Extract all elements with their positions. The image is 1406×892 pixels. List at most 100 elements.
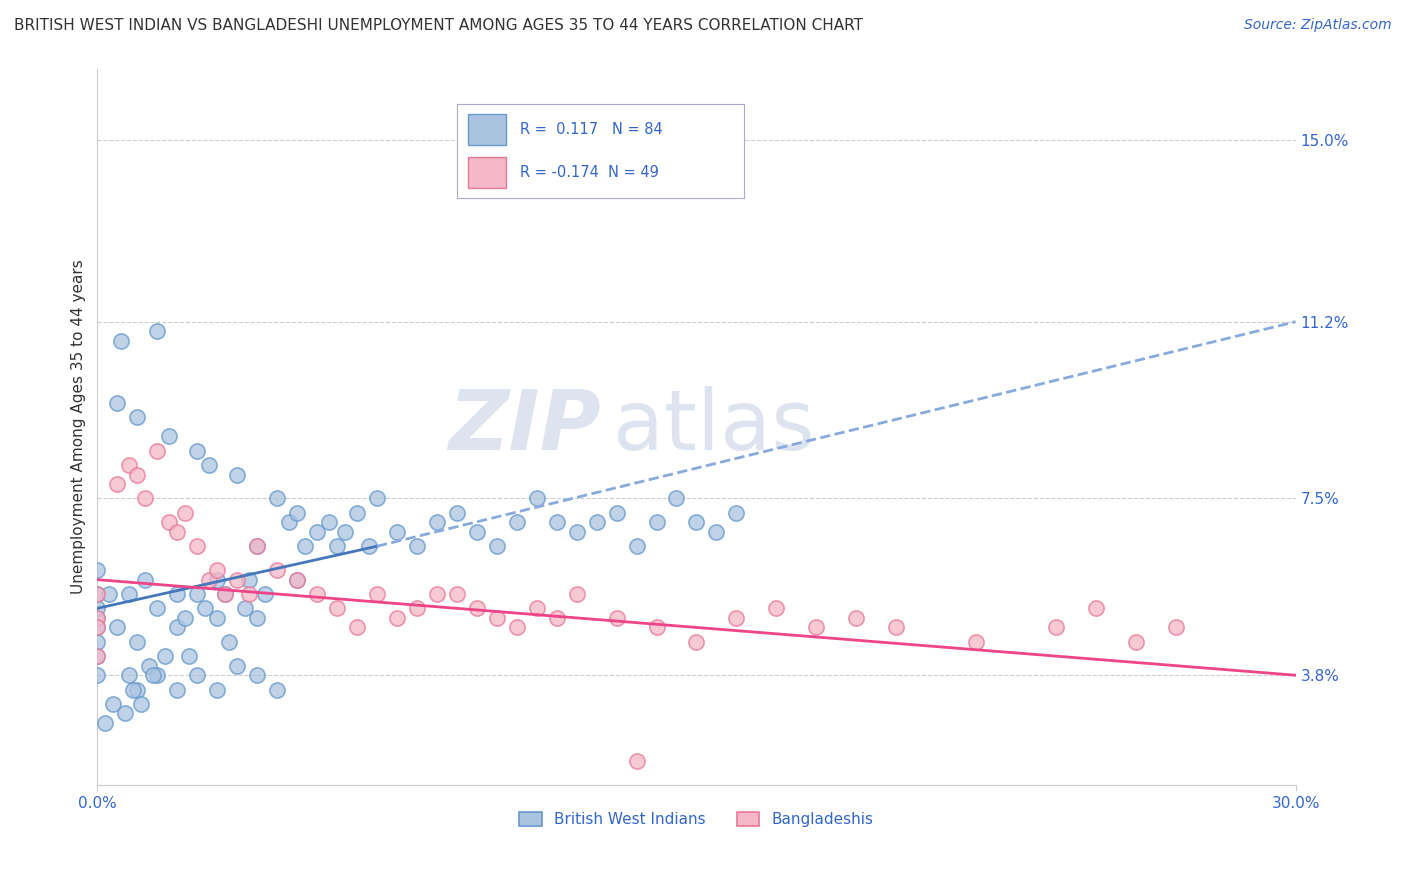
Point (845, 611, 868, 625)
Point (506, 516, 529, 530)
Point (346, 620, 368, 634)
Y-axis label: Unemployment Among Ages 35 to 44 years: Unemployment Among Ages 35 to 44 years (72, 260, 86, 594)
Point (685, 516, 707, 530)
Point (806, 620, 828, 634)
Text: Source: ZipAtlas.com: Source: ZipAtlas.com (1244, 18, 1392, 32)
Point (118, 587, 141, 601)
Point (194, 601, 217, 615)
Point (226, 573, 249, 587)
Point (565, 587, 588, 601)
Point (526, 491, 548, 506)
Point (965, 634, 987, 648)
Point (86, 634, 108, 648)
Point (86, 587, 108, 601)
Point (127, 410, 149, 425)
Point (266, 563, 288, 577)
Point (214, 587, 236, 601)
Point (266, 682, 288, 697)
Point (146, 324, 169, 338)
Point (305, 587, 328, 601)
Point (426, 587, 449, 601)
Point (366, 587, 388, 601)
Point (226, 467, 249, 482)
Point (134, 573, 156, 587)
Point (645, 516, 668, 530)
Point (565, 524, 588, 539)
Point (266, 491, 288, 506)
Point (146, 443, 169, 458)
Point (105, 477, 128, 491)
Point (138, 658, 160, 673)
Point (86, 620, 108, 634)
Point (506, 620, 529, 634)
Text: BRITISH WEST INDIAN VS BANGLADESHI UNEMPLOYMENT AMONG AGES 35 TO 44 YEARS CORREL: BRITISH WEST INDIAN VS BANGLADESHI UNEMP… (14, 18, 863, 33)
Point (86, 563, 108, 577)
Point (157, 429, 180, 443)
Point (626, 539, 648, 553)
Point (127, 467, 149, 482)
Point (134, 491, 156, 506)
Point (1045, 620, 1067, 634)
Point (146, 668, 169, 682)
Point (233, 601, 256, 615)
Point (294, 539, 316, 553)
Point (238, 587, 260, 601)
Point (725, 611, 748, 625)
Point (1084, 601, 1107, 615)
Point (166, 682, 188, 697)
Point (645, 620, 668, 634)
Point (285, 573, 308, 587)
Point (318, 516, 340, 530)
Point (105, 620, 128, 634)
Legend: British West Indians, Bangladeshis: British West Indians, Bangladeshis (512, 805, 882, 835)
Point (94, 716, 117, 731)
Point (406, 539, 429, 553)
Point (186, 668, 208, 682)
Point (127, 682, 149, 697)
Point (205, 563, 228, 577)
Point (142, 668, 165, 682)
Point (285, 573, 308, 587)
Point (246, 611, 269, 625)
Point (485, 539, 508, 553)
Point (385, 611, 408, 625)
Point (357, 539, 380, 553)
Point (285, 506, 308, 520)
Point (174, 611, 197, 625)
Point (326, 601, 349, 615)
Point (426, 516, 449, 530)
Point (254, 587, 277, 601)
Point (606, 506, 628, 520)
Point (385, 524, 408, 539)
Point (305, 524, 328, 539)
Point (186, 587, 208, 601)
Point (174, 506, 197, 520)
Point (122, 682, 145, 697)
Point (179, 649, 201, 664)
Point (333, 524, 356, 539)
Point (98, 587, 121, 601)
Point (86, 611, 108, 625)
Point (546, 516, 568, 530)
Point (186, 443, 208, 458)
Point (606, 611, 628, 625)
Point (146, 601, 169, 615)
Point (485, 611, 508, 625)
Point (86, 649, 108, 664)
Point (105, 396, 128, 410)
Point (86, 601, 108, 615)
Point (205, 611, 228, 625)
Point (205, 682, 228, 697)
Point (214, 587, 236, 601)
Point (1164, 620, 1187, 634)
Point (205, 573, 228, 587)
Point (129, 697, 152, 711)
Point (238, 573, 260, 587)
Point (665, 491, 688, 506)
Point (465, 524, 488, 539)
Point (103, 697, 125, 711)
Point (446, 587, 468, 601)
Point (155, 649, 177, 664)
Point (526, 601, 548, 615)
Point (86, 620, 108, 634)
